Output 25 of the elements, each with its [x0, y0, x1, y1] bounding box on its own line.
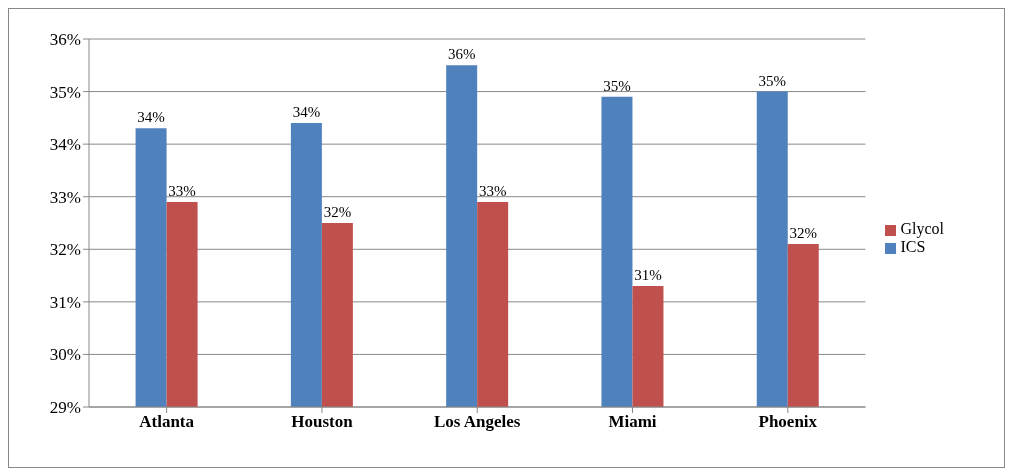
legend-label: ICS	[900, 238, 926, 255]
x-tick-label: Atlanta	[139, 412, 195, 432]
data-label: 35%	[758, 72, 786, 89]
y-tick-label: 34%	[49, 135, 81, 155]
data-label: 35%	[603, 77, 631, 94]
x-tick-label: Phoenix	[758, 412, 818, 432]
data-label: 32%	[789, 225, 817, 242]
x-tick-label: Miami	[608, 412, 657, 432]
data-label: 34%	[137, 109, 165, 126]
x-tick-label: Houston	[291, 412, 354, 432]
data-label: 34%	[292, 104, 321, 121]
legend-label: Glycol	[900, 220, 944, 237]
y-tick-label: 29%	[49, 398, 81, 418]
y-tick-label: 30%	[49, 345, 81, 365]
y-tick-label: 33%	[49, 187, 81, 207]
y-tick-label: 32%	[49, 240, 81, 260]
y-tick-label: 36%	[49, 30, 81, 50]
y-tick-label: 31%	[49, 292, 81, 312]
data-label: 31%	[634, 267, 662, 284]
y-tick-label: 35%	[49, 82, 81, 102]
data-label: 36%	[447, 46, 476, 63]
data-label: 32%	[323, 204, 352, 220]
data-label: 33%	[168, 182, 196, 199]
x-tick-label: Los Angeles	[434, 412, 521, 432]
data-label: 33%	[478, 182, 507, 199]
